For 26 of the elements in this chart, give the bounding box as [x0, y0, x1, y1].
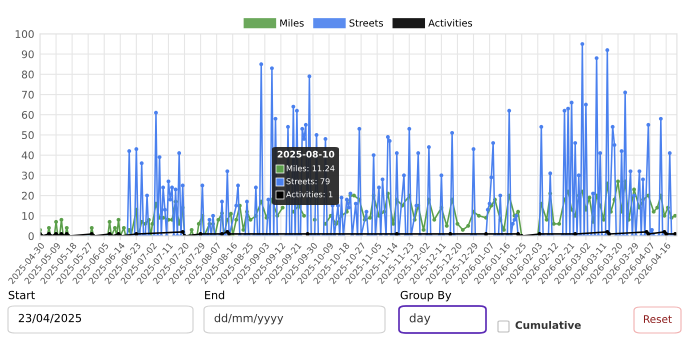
text: Group By	[400, 290, 452, 302]
y-tick-label: 40	[22, 151, 34, 160]
annotation: 2025-08-10	[278, 150, 334, 158]
text: Start	[8, 290, 35, 300]
y-tick-label: 80	[22, 70, 34, 78]
y-tick-label: 70	[22, 90, 34, 99]
annotation: Streets: 79	[286, 178, 330, 184]
text: 23/04/2025	[18, 314, 82, 324]
y-tick-label: 60	[22, 110, 34, 119]
legend-label: Activities	[428, 19, 472, 27]
legend-label: Miles	[280, 19, 304, 27]
y-tick-label: 10	[22, 212, 34, 220]
annotation: Miles: 11.24	[286, 165, 334, 172]
legend-label: Streets	[350, 19, 384, 27]
text: day	[410, 313, 430, 325]
y-tick-label: 90	[22, 50, 34, 58]
y-tick-label: 100	[16, 30, 34, 38]
y-tick-label: 30	[22, 172, 34, 180]
text: Cumulative	[516, 320, 581, 330]
annotation: Activities: 1	[286, 191, 332, 198]
text: Reset	[644, 315, 672, 324]
y-tick-label: 20	[22, 192, 34, 200]
y-tick-label: 0	[28, 232, 34, 240]
y-tick-label: 50	[22, 131, 34, 140]
text: dd/mm/yyyy	[214, 314, 284, 324]
text: End	[205, 290, 224, 300]
